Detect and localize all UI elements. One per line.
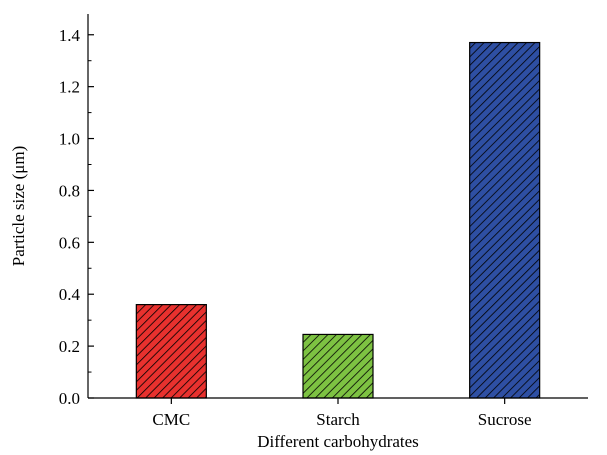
y-tick-label: 0.2 (59, 337, 80, 356)
y-tick-label: 0.0 (59, 389, 80, 408)
x-tick-label: Starch (316, 410, 360, 429)
bar-sucrose (469, 41, 541, 399)
x-ticks: CMC Starch Sucrose (152, 398, 532, 429)
bars-layer (135, 41, 541, 399)
y-tick-label: 1.2 (59, 78, 80, 97)
y-ticks: 0.0 0.2 0.4 0.6 0.8 1.0 1.2 1.4 (59, 26, 94, 408)
y-tick-label: 0.8 (59, 181, 80, 200)
y-axis-title: Particle size (μm) (9, 146, 28, 267)
y-tick-label: 0.6 (59, 233, 80, 252)
y-tick-label: 0.4 (59, 285, 81, 304)
bar-starch (302, 333, 374, 399)
y-tick-label: 1.0 (59, 130, 80, 149)
x-tick-label: Sucrose (478, 410, 532, 429)
bar-cmc (135, 303, 207, 399)
x-axis-title: Different carbohydrates (257, 432, 419, 451)
y-tick-label: 1.4 (59, 26, 81, 45)
x-tick-label: CMC (152, 410, 190, 429)
